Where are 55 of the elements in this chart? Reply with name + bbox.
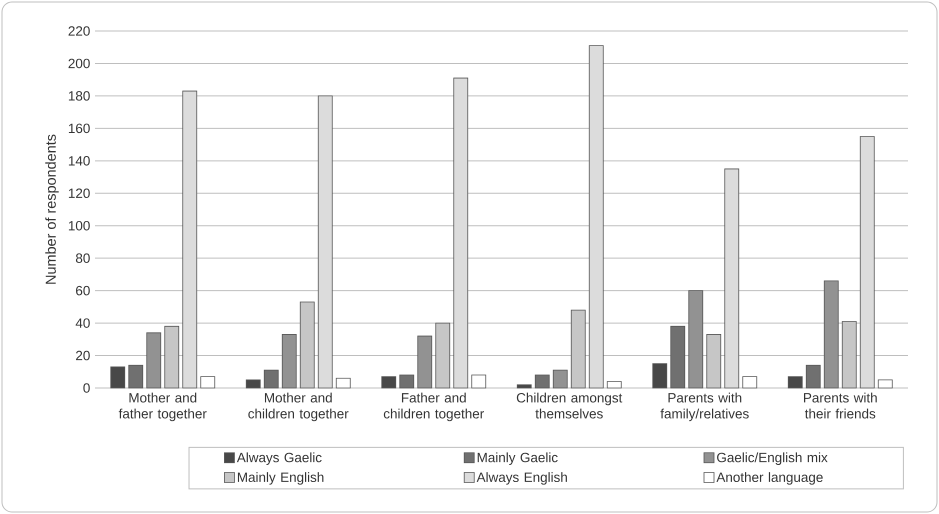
legend-label: Mainly English: [238, 472, 324, 485]
bar: [318, 96, 333, 388]
x-tick-label: Mother and father together: [118, 392, 207, 422]
y-tick-label: 100: [68, 220, 90, 230]
bar: [688, 290, 704, 388]
bar: [399, 374, 414, 388]
y-tick-label: 0: [83, 383, 90, 393]
y-tick-label: 80: [76, 253, 90, 263]
x-tick-label: Mother and children together: [248, 392, 348, 422]
bar: [417, 336, 432, 388]
x-tick-label: Children amongst themselves: [516, 392, 622, 418]
bar: [878, 379, 893, 388]
bar: [742, 376, 758, 388]
y-tick-label: 20: [76, 350, 90, 360]
bar: [182, 90, 198, 388]
bar: [110, 366, 126, 388]
y-tick-label: 40: [76, 318, 90, 328]
legend-label: Mainly Gaelic: [478, 452, 558, 465]
bar: [200, 376, 216, 388]
y-tick-label: 220: [68, 26, 90, 36]
bar: [336, 378, 351, 388]
bar: [146, 332, 162, 388]
legend-label: Always Gaelic: [236, 452, 322, 465]
y-tick-label: 60: [76, 286, 90, 296]
bar: [471, 374, 486, 388]
bar: [724, 168, 740, 388]
bar: [588, 45, 604, 388]
bar: [282, 334, 297, 388]
y-tick-label: 200: [68, 58, 90, 68]
y-tick-label: 140: [68, 156, 90, 166]
bar: [246, 379, 261, 388]
bar: [552, 370, 568, 388]
y-tick-label: 160: [68, 124, 90, 134]
bar: [824, 280, 839, 388]
bar: [806, 364, 821, 388]
legend-label: Gaelic/English mix: [717, 452, 828, 465]
x-tick-label: Parents with their friends: [804, 392, 877, 418]
bar: [788, 376, 803, 388]
x-tick-label: Parents with family/relatives: [660, 392, 749, 422]
bar: [381, 376, 396, 388]
bar: [264, 370, 279, 388]
x-tick-label: Father and children together: [384, 392, 484, 422]
bar: [534, 374, 550, 388]
bar: [606, 381, 622, 388]
y-tick-label: 180: [68, 91, 90, 101]
bar: [652, 363, 668, 388]
bar: [860, 136, 875, 388]
bar: [670, 326, 686, 388]
y-axis-title: Number of respondents: [45, 134, 59, 284]
y-tick-label: 120: [68, 188, 90, 198]
legend-label: Always English: [476, 472, 567, 485]
bar: [128, 364, 144, 388]
bar: [516, 384, 532, 388]
legend-label: Another language: [716, 472, 823, 485]
bar: [453, 78, 468, 388]
